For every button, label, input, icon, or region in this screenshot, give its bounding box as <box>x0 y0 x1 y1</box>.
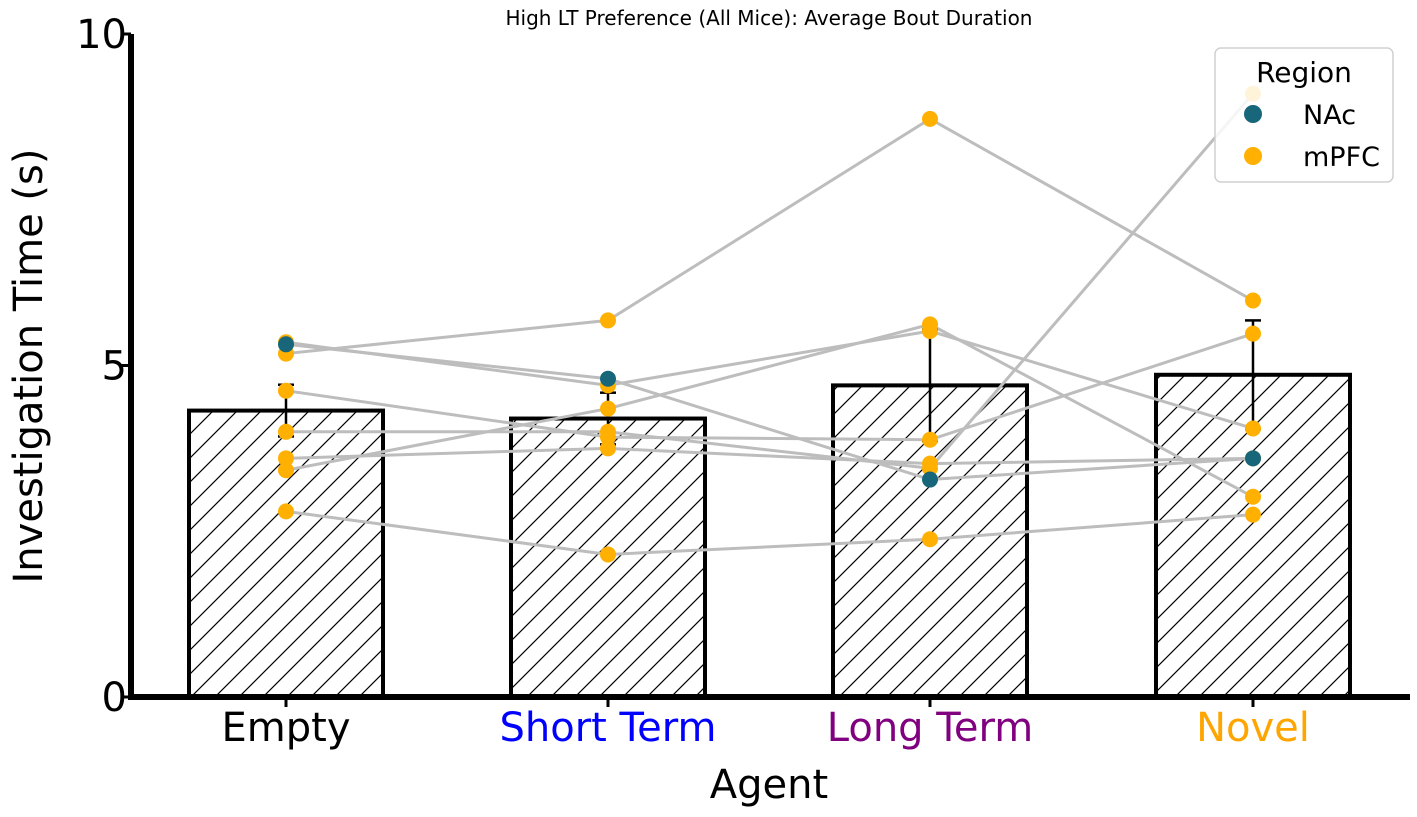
data-point-mpfc <box>278 450 294 467</box>
data-point-mpfc <box>1245 420 1261 437</box>
data-point-mpfc <box>278 462 294 479</box>
data-point-mpfc <box>600 423 616 440</box>
data-point-nac <box>278 336 294 353</box>
y-axis-label: Investigation Time (s) <box>6 149 52 584</box>
subject-line <box>285 332 1254 442</box>
data-point-mpfc <box>922 316 938 333</box>
subject-line <box>285 322 1254 499</box>
legend-label: mPFC <box>1303 142 1380 173</box>
data-point-nac <box>600 370 616 387</box>
data-point-mpfc <box>1245 488 1261 505</box>
data-point-mpfc <box>278 382 294 399</box>
data-point-mpfc <box>922 531 938 548</box>
legend-marker <box>1244 147 1262 165</box>
data-point-mpfc <box>922 460 938 477</box>
y-tick-label: 0 <box>102 675 127 721</box>
chart-title: High LT Preference (All Mice): Average B… <box>505 6 1032 30</box>
subject-line <box>285 342 1254 482</box>
data-point-mpfc <box>600 400 616 417</box>
legend-entry-mpfc: mPFC <box>1244 142 1380 173</box>
subject-line <box>286 92 1255 470</box>
data-point-mpfc <box>600 312 616 329</box>
x-tick-label: Short Term <box>499 705 716 751</box>
subject-line <box>285 329 1254 430</box>
y-tick-label: 10 <box>76 12 127 58</box>
legend-marker <box>1244 105 1262 123</box>
y-ticks: 0 5 10 <box>76 12 131 721</box>
subject-line <box>285 117 1254 356</box>
legend-label: NAc <box>1303 100 1356 131</box>
data-point-mpfc <box>278 423 294 440</box>
subject-points <box>278 85 1261 563</box>
data-point-mpfc <box>600 546 616 563</box>
subject-lines <box>285 92 1255 556</box>
data-point-mpfc <box>278 503 294 520</box>
subject-line <box>285 446 1254 466</box>
data-point-nac <box>922 471 938 488</box>
data-point-mpfc <box>922 431 938 448</box>
x-tick-label: Empty <box>222 705 351 751</box>
legend-title: Region <box>1256 56 1352 89</box>
data-point-mpfc <box>1245 292 1261 309</box>
x-ticks: Empty Short Term Long Term Novel <box>222 697 1310 751</box>
bar-novel <box>1154 372 1352 699</box>
y-tick-label: 5 <box>102 344 127 390</box>
legend: Region NAc mPFC <box>1214 47 1394 183</box>
data-point-mpfc <box>922 110 938 127</box>
data-point-mpfc <box>1245 325 1261 342</box>
subject-line <box>285 509 1254 556</box>
data-point-nac <box>1245 450 1261 467</box>
data-point-mpfc <box>600 440 616 457</box>
bars <box>187 372 1352 699</box>
x-tick-label: Long Term <box>827 705 1033 751</box>
x-axis-label: Agent <box>710 762 828 808</box>
x-tick-label: Novel <box>1196 705 1310 751</box>
legend-entry-nac: NAc <box>1244 100 1356 131</box>
data-point-mpfc <box>1245 506 1261 523</box>
